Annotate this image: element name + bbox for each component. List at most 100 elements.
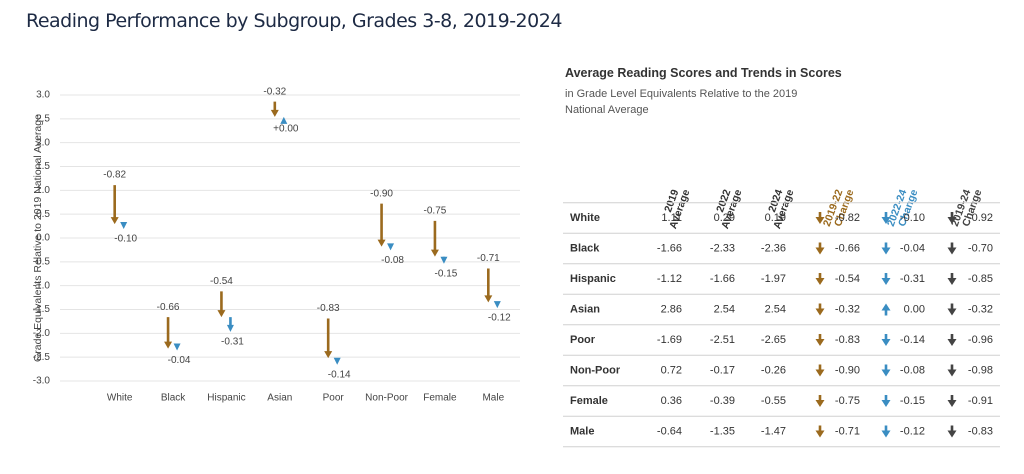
cell-value: -0.32 (835, 303, 860, 315)
x-tick-label: Hispanic (207, 393, 245, 404)
x-tick-label: Female (423, 393, 457, 404)
x-tick-label: Poor (323, 393, 345, 404)
cell-value: -0.32 (968, 303, 993, 315)
y-tick-label: -0.5 (33, 256, 51, 267)
cell-value: -0.83 (968, 425, 993, 437)
cell-value: 0.36 (661, 395, 682, 407)
trend-arrow (947, 334, 957, 346)
row-label: Male (570, 425, 594, 437)
change-arrow (430, 220, 439, 257)
change-label: -0.04 (168, 355, 191, 366)
change-arrow (333, 357, 341, 365)
row-label: Hispanic (570, 273, 616, 285)
trend-arrow (881, 242, 891, 255)
change-arrow (387, 243, 395, 251)
cell-value: -1.12 (657, 273, 682, 285)
change-arrow (226, 317, 234, 332)
change-label: -0.12 (488, 313, 511, 324)
table-subtitle: in Grade Level Equivalents Relative to t… (565, 88, 798, 116)
cell-value: -0.85 (968, 273, 993, 285)
change-arrow (440, 256, 448, 264)
cell-value: -0.75 (835, 395, 860, 407)
cell-value: 1.11 (661, 212, 682, 224)
cell-value: -0.15 (900, 395, 925, 407)
change-arrow (270, 101, 279, 117)
trend-arrow (881, 425, 891, 438)
change-arrow (377, 203, 386, 247)
row-label: Non-Poor (570, 364, 621, 376)
y-tick-label: -1.5 (33, 304, 51, 315)
cell-value: -1.47 (761, 425, 786, 437)
change-arrow (493, 301, 501, 309)
cell-value: 0.72 (661, 364, 682, 376)
x-tick-label: Male (482, 393, 504, 404)
y-tick-label: -2.5 (33, 352, 51, 363)
cell-value: 2.54 (765, 303, 786, 315)
cell-value: -0.31 (900, 273, 925, 285)
row-label: White (570, 212, 600, 224)
trend-arrow (881, 364, 891, 377)
cell-value: -0.92 (968, 212, 993, 224)
change-arrow (110, 185, 119, 225)
cell-value: -2.65 (761, 334, 786, 346)
trend-arrow (947, 212, 957, 224)
cell-value: -2.33 (710, 242, 735, 254)
change-label: -0.08 (381, 255, 404, 266)
trend-arrow (947, 425, 957, 438)
cell-value: -0.96 (968, 334, 993, 346)
cell-value: -0.64 (657, 425, 682, 437)
change-arrow (324, 318, 333, 359)
cell-value: -1.66 (657, 242, 682, 254)
cell-value: -1.66 (710, 273, 735, 285)
cell-value: -0.10 (900, 212, 925, 224)
trend-arrow (947, 303, 957, 316)
page-title: Reading Performance by Subgroup, Grades … (26, 10, 562, 32)
y-tick-label: -3.0 (33, 376, 51, 387)
cell-value: -0.54 (835, 273, 860, 285)
change-label: +0.00 (273, 124, 299, 135)
cell-value: 0.29 (714, 212, 735, 224)
cell-value: -0.26 (761, 364, 786, 376)
cell-value: -0.70 (968, 242, 993, 254)
y-tick-label: 2.0 (36, 137, 50, 148)
change-label: -0.83 (317, 303, 340, 314)
trend-arrow (947, 364, 957, 377)
cell-value: -0.82 (835, 212, 860, 224)
cell-value: -0.08 (900, 364, 925, 376)
cell-value: -1.97 (761, 273, 786, 285)
x-tick-label: Non-Poor (365, 393, 408, 404)
row-label: Female (570, 395, 608, 407)
trend-arrow (881, 395, 891, 407)
cell-value: -0.66 (835, 242, 860, 254)
trend-arrow (881, 212, 891, 224)
x-tick-label: Asian (267, 393, 292, 404)
cell-value: -0.83 (835, 334, 860, 346)
change-label: -0.75 (424, 205, 447, 216)
cell-value: -0.04 (900, 242, 925, 254)
trend-arrow (881, 273, 891, 285)
trend-arrow (881, 334, 891, 346)
y-tick-label: -1.0 (33, 280, 51, 291)
trend-arrow (947, 395, 957, 407)
cell-value: -1.69 (657, 334, 682, 346)
cell-value: -0.98 (968, 364, 993, 376)
change-arrow (164, 317, 173, 349)
cell-value: -0.55 (761, 395, 786, 407)
cell-value: 0.00 (904, 303, 925, 315)
x-tick-label: Black (161, 393, 186, 404)
change-label: -0.82 (103, 170, 126, 181)
trend-arrow (815, 303, 825, 316)
change-label: -0.54 (210, 276, 233, 287)
trend-arrow (815, 273, 825, 285)
y-tick-label: -2.0 (33, 328, 51, 339)
y-tick-label: 2.5 (36, 113, 50, 124)
change-arrow (280, 116, 288, 124)
cell-value: -0.39 (710, 395, 735, 407)
cell-value: -0.91 (968, 395, 993, 407)
change-label: -0.15 (435, 268, 458, 279)
y-axis-label: Grade Equivalents Relative to 2019 Natio… (32, 114, 44, 362)
change-label: -0.32 (263, 86, 286, 97)
cell-value: -0.14 (900, 334, 925, 346)
trend-arrow (815, 212, 825, 224)
